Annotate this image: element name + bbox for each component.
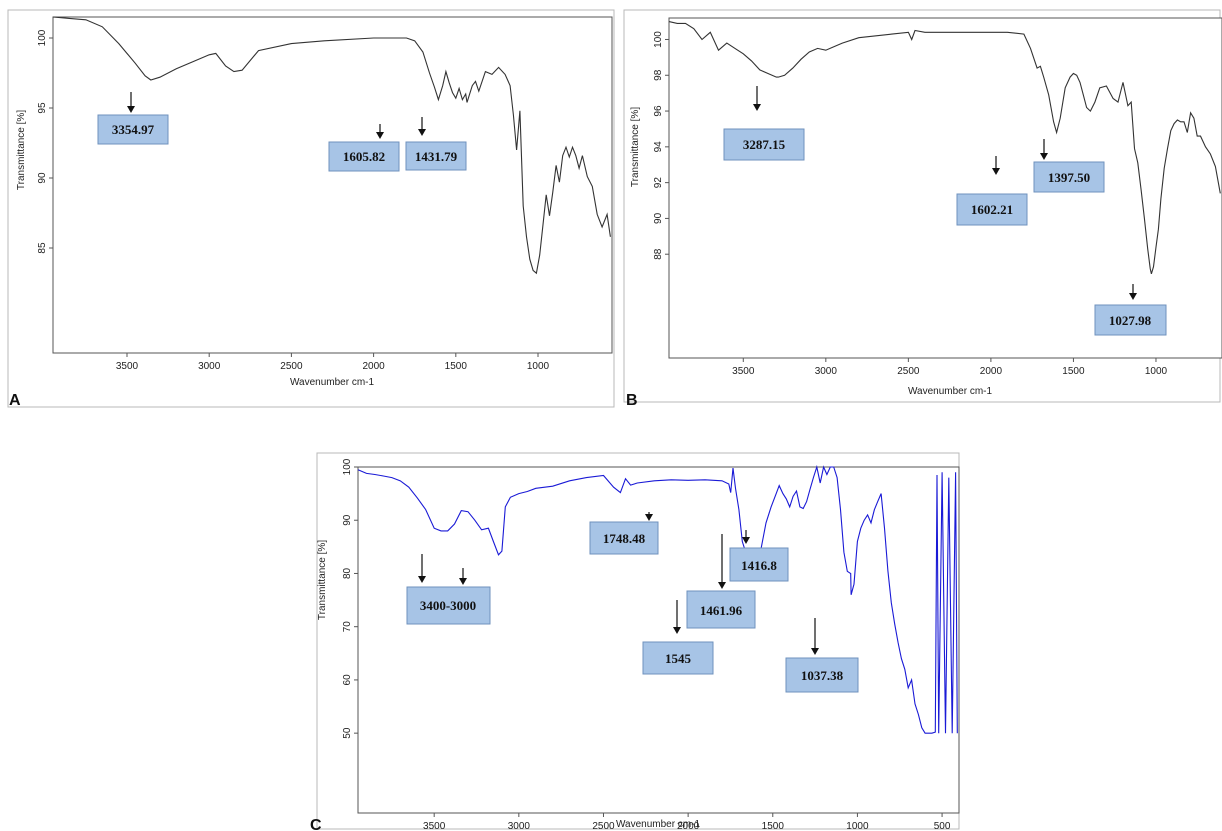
y-tick-label: 100 [37, 29, 48, 46]
annotation-label: 1545 [665, 651, 692, 666]
y-tick-label: 60 [342, 674, 353, 686]
annotation-label: 1397.50 [1048, 170, 1090, 185]
y-tick-label: 80 [342, 567, 353, 579]
annotation-label: 3400-3000 [420, 598, 476, 613]
panel-b-letter: B [626, 392, 638, 409]
panel-c-callout-1: 3400-3000 [406, 554, 491, 625]
x-tick-label: 1000 [1145, 366, 1168, 377]
panel-b-callout-2: 1602.21 [956, 156, 1028, 226]
x-tick-label: 1000 [527, 361, 550, 372]
panel-a-y-axis-label: Transmittance [%] [16, 110, 27, 190]
x-tick-label: 2500 [280, 361, 303, 372]
annotation-label: 1416.8 [741, 558, 777, 573]
x-tick-label: 1000 [846, 821, 869, 831]
y-tick-label: 88 [653, 248, 664, 260]
x-tick-label: 3000 [815, 366, 838, 377]
x-tick-label: 1500 [445, 361, 468, 372]
annotation-label: 1602.21 [971, 202, 1013, 217]
x-tick-label: 2500 [897, 366, 920, 377]
panel-a-letter: A [9, 392, 21, 409]
annotation-label: 3287.15 [743, 137, 786, 152]
y-tick-label: 50 [342, 727, 353, 739]
panel-c-callout-6: 1037.38 [785, 618, 859, 693]
annotation-label: 1431.79 [415, 149, 458, 164]
x-tick-label: 3500 [423, 821, 446, 831]
y-tick-label: 90 [342, 514, 353, 526]
x-tick-label: 3000 [508, 821, 531, 831]
panel-c-letter: C [310, 817, 322, 831]
panel-a-y-ticks: 85 90 95 100 [37, 29, 53, 254]
panel-b-x-axis-label: Wavenumber cm-1 [908, 386, 993, 397]
panel-b-callout-1: 3287.15 [723, 86, 805, 161]
panel-b-callout-4: 1027.98 [1094, 284, 1167, 336]
x-tick-label: 3500 [732, 366, 755, 377]
x-tick-label: 3000 [198, 361, 221, 372]
panel-a-outer-frame [7, 9, 615, 408]
y-tick-label: 100 [653, 31, 664, 48]
y-tick-label: 90 [37, 172, 48, 184]
panel-a-spectrum-line [52, 16, 611, 275]
panel-b-x-ticks: 3500 3000 2500 2000 1500 1000 [732, 358, 1168, 377]
panel-b-callout-3: 1397.50 [1033, 139, 1105, 193]
panel-b-plot-frame [668, 17, 1222, 359]
panel-c-x-axis-label: Wavenumber cm-1 [616, 819, 701, 830]
panel-c-spectrum-line [357, 464, 958, 734]
panel-c-y-axis-label: Transmittance [%] [317, 540, 328, 620]
panel-c-callout-5: 1545 [642, 600, 714, 675]
annotation-label: 3354.97 [112, 122, 155, 137]
panel-a-plot-frame [52, 16, 613, 354]
panel-a-x-ticks: 3500 3000 2500 2000 1500 1000 [116, 353, 550, 372]
x-tick-label: 2000 [677, 821, 700, 831]
y-tick-label: 98 [653, 69, 664, 81]
x-tick-label: 2500 [592, 821, 615, 831]
panel-c-x-ticks: 3500 3000 2500 2000 1500 1000 500 [423, 813, 951, 831]
annotation-label: 1605.82 [343, 149, 385, 164]
y-tick-label: 100 [342, 458, 353, 475]
ftir-chart-c: 50 60 70 80 90 100 3500 3000 2500 2000 1500 1000 50… [310, 452, 960, 831]
x-tick-label: 2000 [362, 361, 385, 372]
annotation-label: 1461.96 [700, 603, 743, 618]
x-tick-label: 1500 [762, 821, 785, 831]
annotation-label: 1037.38 [801, 668, 844, 683]
panel-a-callout-2: 1605.82 [328, 124, 400, 172]
panel-a-callout-3: 1431.79 [405, 117, 467, 171]
ftir-panel-c: 50 60 70 80 90 100 3500 3000 2500 2000 1500 1000 50… [310, 450, 970, 831]
x-tick-label: 500 [934, 821, 951, 831]
y-tick-label: 95 [37, 102, 48, 114]
panel-b-y-ticks: 88 90 92 94 96 98 100 [653, 31, 669, 260]
y-tick-label: 92 [653, 177, 664, 189]
x-tick-label: 3500 [116, 361, 139, 372]
ftir-panel-b: 88 90 92 94 96 98 100 3500 3000 2500 2000 1500 1000… [618, 0, 1222, 410]
panel-b-y-axis-label: Transmittance [%] [630, 107, 641, 187]
panel-c-callout-4: 1461.96 [686, 534, 756, 629]
x-tick-label: 2000 [980, 366, 1003, 377]
panel-b-spectrum-line [668, 21, 1221, 275]
ftir-panel-a: 85 90 95 100 3500 3000 2500 2000 1500 1000 Waven… [0, 0, 618, 410]
y-tick-label: 85 [37, 242, 48, 254]
y-tick-label: 96 [653, 105, 664, 117]
y-tick-label: 90 [653, 212, 664, 224]
panel-a-callout-1: 3354.97 [97, 92, 169, 145]
panel-c-callout-3: 1416.8 [729, 530, 789, 582]
y-tick-label: 70 [342, 621, 353, 633]
ftir-chart-a: 85 90 95 100 3500 3000 2500 2000 1500 1000 Waven… [7, 9, 615, 409]
panel-a-x-axis-label: Wavenumber cm-1 [290, 377, 375, 388]
annotation-label: 1748.48 [603, 531, 646, 546]
annotation-label: 1027.98 [1109, 313, 1152, 328]
panel-c-y-ticks: 50 60 70 80 90 100 [342, 458, 358, 739]
ftir-chart-b: 88 90 92 94 96 98 100 3500 3000 2500 2000 1500 1000… [623, 9, 1222, 409]
x-tick-label: 1500 [1062, 366, 1085, 377]
panel-c-callout-2: 1748.48 [589, 512, 659, 555]
y-tick-label: 94 [653, 141, 664, 153]
